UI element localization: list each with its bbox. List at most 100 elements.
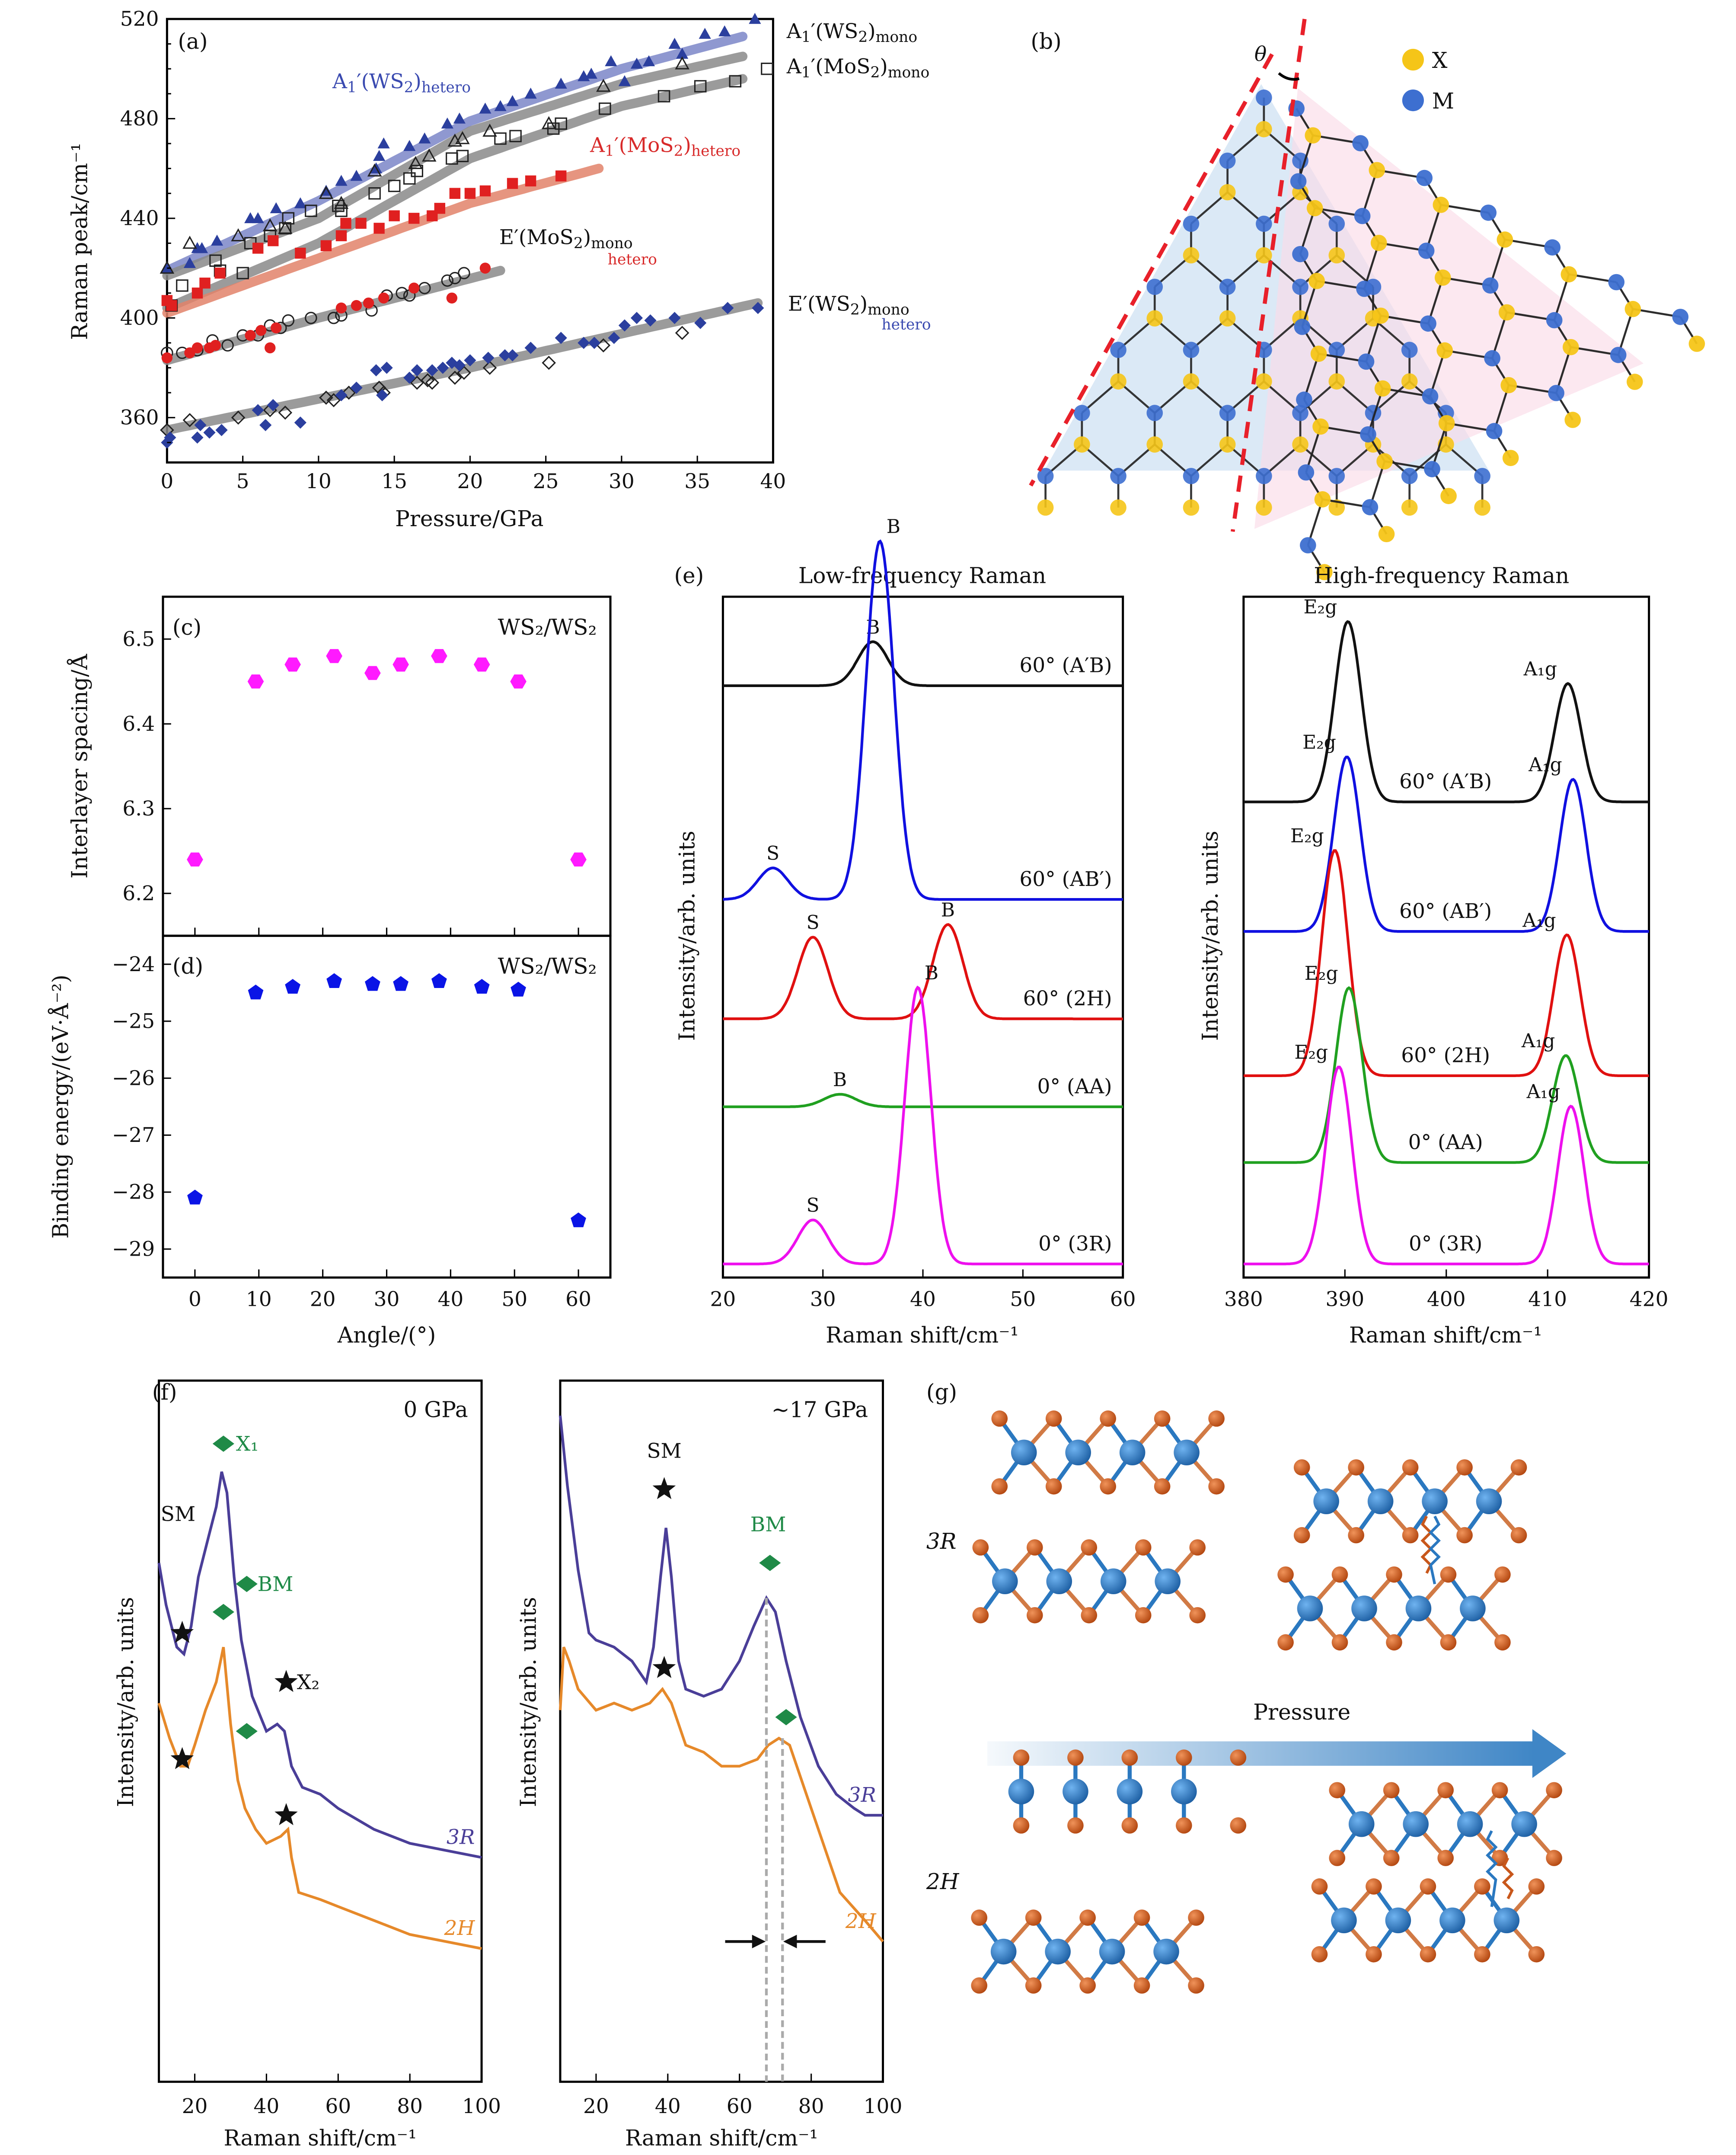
x-tick-label: 20 — [182, 2094, 208, 2118]
data-point — [408, 213, 420, 224]
data-point — [403, 172, 416, 185]
panel-e-low-xlabel: Raman shift/cm⁻¹ — [826, 1322, 1019, 1348]
chalcogen-atom — [1183, 373, 1200, 390]
chalcogen-atom — [1230, 1749, 1247, 1766]
panel-c-frame — [162, 595, 612, 937]
marker-label-sm: SM — [647, 1439, 681, 1463]
metal-atom — [1328, 342, 1345, 358]
data-point — [605, 55, 617, 67]
peak-label: B — [925, 962, 938, 984]
data-point — [434, 203, 446, 214]
metal-atom — [1474, 468, 1490, 484]
svg-text:hetero: hetero — [881, 316, 931, 333]
panel-f-left-annotation: 0 GPa — [403, 1397, 468, 1423]
spectrum-line — [723, 640, 1123, 687]
chalcogen-atom — [1348, 1527, 1364, 1544]
chalcogen-atom — [1256, 121, 1272, 137]
arrowhead — [783, 1934, 797, 1948]
metal-atom — [1416, 169, 1433, 186]
chalcogen-atom — [1627, 374, 1643, 390]
metal-atom — [1420, 315, 1436, 332]
chalcogen-atom — [1366, 1946, 1382, 1963]
metal-atom — [1546, 312, 1563, 329]
metal-atom — [990, 1938, 1017, 1965]
data-point — [388, 179, 401, 192]
data-point — [176, 279, 188, 292]
chalcogen-atom — [972, 1607, 989, 1624]
chalcogen-atom — [1074, 436, 1090, 453]
chalcogen-atom — [1494, 1566, 1511, 1583]
chalcogen-atom — [1293, 1527, 1310, 1544]
x-tick-label: 60 — [1110, 1288, 1136, 1311]
chalcogen-atom — [1256, 499, 1272, 516]
chalcogen-atom — [1433, 196, 1449, 213]
metal-atom — [1011, 1439, 1037, 1466]
legend-x-dot — [1402, 48, 1424, 71]
data-point — [335, 389, 348, 402]
chalcogen-atom — [991, 1478, 1008, 1495]
data-point — [373, 150, 386, 161]
metal-atom — [1110, 468, 1126, 484]
data-point — [441, 117, 453, 129]
data-point — [195, 242, 208, 253]
data-point — [458, 267, 470, 279]
metal-atom — [1401, 468, 1418, 484]
spectrum-line — [1243, 755, 1649, 933]
data-point — [555, 117, 567, 130]
svg-text:A1′(WS2)mono: A1′(WS2)mono — [786, 19, 917, 46]
chalcogen-atom — [1219, 310, 1236, 327]
metal-atom — [1484, 350, 1500, 367]
x-tick-label: 15 — [381, 470, 407, 493]
spectrum-label: 2H — [444, 1916, 475, 1940]
x-tick-label: 40 — [655, 2094, 681, 2118]
x-tick-label: 40 — [437, 1288, 463, 1311]
svg-text:A1′(WS2)hetero: A1′(WS2)hetero — [332, 70, 471, 96]
panel-c-annotation: WS₂/WS₂ — [498, 614, 597, 640]
data-point — [319, 185, 334, 199]
spectrum-line — [723, 539, 1123, 901]
data-point — [305, 205, 317, 217]
y-tick-label: 6.2 — [122, 882, 155, 905]
data-point — [282, 314, 295, 327]
panel-a-label-a1-mos2-mono: A1′(MoS2)mono — [786, 54, 929, 81]
chalcogen-atom — [1013, 1749, 1030, 1766]
chalcogen-atom — [1293, 1459, 1310, 1476]
marker-label-sm: SM — [161, 1502, 195, 1526]
metal-atom — [1008, 1778, 1034, 1805]
peak-label: A₁g — [1526, 1081, 1560, 1103]
metal-atom — [1292, 278, 1308, 295]
chalcogen-atom — [1434, 269, 1451, 286]
edge-dashed-line-2 — [1231, 19, 1307, 532]
chalcogen-atom — [1374, 380, 1391, 397]
panel-a-ticks: 0 5 10 15 20 25 30 35 40 360 400 440 480 520 — [120, 7, 786, 494]
x-tick-label: 5 — [236, 470, 249, 493]
chalcogen-atom — [1329, 1850, 1346, 1866]
x-tick-label: 40 — [760, 470, 786, 493]
y-tick-label: −27 — [112, 1123, 155, 1147]
data-point — [525, 175, 536, 187]
data-point — [259, 419, 272, 432]
metal-atom — [1422, 388, 1439, 405]
data-point — [376, 389, 389, 402]
svg-text:hetero: hetero — [608, 251, 657, 269]
chalcogen-atom — [1026, 1539, 1043, 1556]
data-point — [403, 371, 416, 384]
data-point — [161, 352, 173, 364]
panel-e-high-frame — [1242, 595, 1650, 1279]
star-marker — [274, 1803, 298, 1826]
data-point — [294, 197, 306, 208]
data-point — [319, 390, 333, 405]
panel-cd-marks: 6.2 6.3 6.4 6.5 −24 −25 −26 −27 −28 −29 0 10 20 30 40 5… — [112, 627, 591, 1311]
metal-atom — [1328, 468, 1345, 484]
data-point — [320, 240, 332, 251]
chalcogen-atom — [1437, 1782, 1454, 1799]
metal-atom — [1290, 173, 1307, 190]
data-point — [335, 302, 347, 314]
data-point — [509, 130, 522, 143]
x-tick-label: 10 — [306, 470, 332, 493]
panel-c-label: (c) — [172, 614, 201, 640]
y-tick-label: 440 — [120, 207, 159, 230]
y-tick-label: 360 — [120, 406, 159, 430]
chalcogen-atom — [1188, 1909, 1204, 1926]
data-point — [676, 48, 689, 59]
